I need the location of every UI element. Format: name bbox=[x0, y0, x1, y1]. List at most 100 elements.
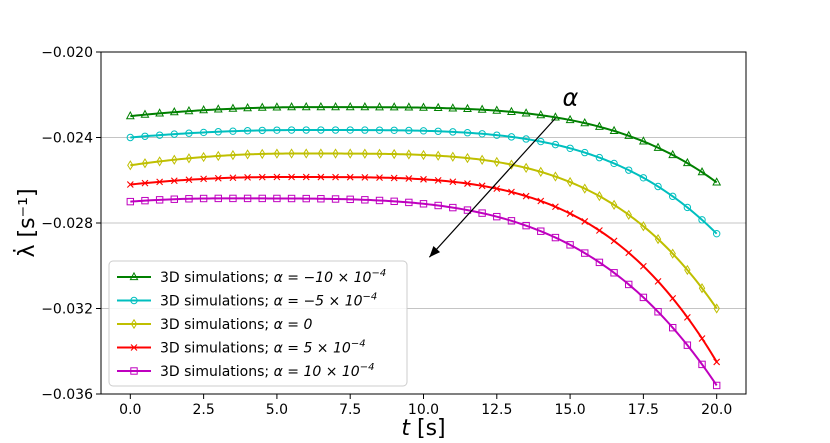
data-point bbox=[130, 344, 138, 351]
data-point bbox=[169, 107, 179, 116]
data-point bbox=[390, 197, 398, 206]
data-point bbox=[566, 241, 574, 249]
x-tick-label: 12.5 bbox=[481, 402, 512, 418]
legend-box bbox=[108, 260, 408, 387]
data-point bbox=[697, 167, 707, 176]
data-point bbox=[345, 102, 355, 111]
data-point bbox=[273, 126, 281, 134]
data-point bbox=[669, 248, 676, 259]
data-point bbox=[478, 182, 486, 190]
x-tick-label: 5.0 bbox=[266, 402, 288, 418]
data-point bbox=[347, 148, 354, 159]
data-point bbox=[493, 212, 501, 221]
data-point bbox=[389, 102, 399, 111]
data-point bbox=[303, 148, 310, 159]
data-point bbox=[493, 185, 501, 192]
data-point bbox=[610, 159, 618, 168]
data-point bbox=[684, 264, 691, 276]
data-point bbox=[317, 126, 325, 134]
series-line bbox=[130, 197, 718, 387]
data-point bbox=[508, 188, 515, 196]
data-point bbox=[214, 194, 222, 203]
x-axis-ticks: 0.0 2.5 5.0 7.5 10.0 12.5 15.0 17.5 20.0 bbox=[119, 394, 732, 418]
data-point bbox=[683, 203, 692, 212]
data-point bbox=[581, 148, 589, 157]
data-point bbox=[346, 126, 354, 134]
data-point bbox=[171, 154, 178, 165]
x-tick-label: 20.0 bbox=[701, 402, 732, 418]
data-point bbox=[581, 249, 589, 257]
data-point bbox=[405, 149, 413, 160]
data-point bbox=[713, 303, 720, 314]
data-point bbox=[130, 318, 138, 330]
data-point bbox=[405, 126, 413, 135]
data-point bbox=[492, 105, 502, 114]
legend-label: 3D simulations; α = 10 × 10−4 bbox=[160, 362, 374, 380]
data-point bbox=[537, 166, 544, 177]
y-tick-label: −0.020 bbox=[41, 45, 93, 61]
data-point bbox=[420, 175, 427, 183]
data-point bbox=[507, 106, 516, 115]
data-point bbox=[698, 360, 706, 369]
data-point bbox=[155, 131, 164, 139]
data-point bbox=[272, 102, 282, 111]
data-point bbox=[243, 194, 252, 203]
data-point bbox=[566, 144, 574, 152]
data-point bbox=[449, 203, 457, 212]
data-point bbox=[361, 173, 369, 181]
annotation-label: α bbox=[563, 83, 579, 111]
data-point bbox=[478, 209, 486, 217]
data-point bbox=[405, 198, 413, 207]
data-point bbox=[129, 271, 139, 281]
data-point bbox=[141, 196, 149, 205]
data-point bbox=[156, 178, 164, 186]
data-point bbox=[594, 121, 604, 130]
data-point bbox=[361, 148, 369, 159]
data-point bbox=[258, 194, 266, 203]
data-point bbox=[127, 160, 134, 171]
data-point bbox=[229, 174, 237, 182]
data-point bbox=[229, 149, 237, 161]
data-point bbox=[229, 194, 237, 203]
data-point bbox=[200, 151, 207, 163]
data-point bbox=[449, 151, 457, 162]
data-point bbox=[507, 133, 516, 141]
data-point bbox=[449, 178, 457, 186]
data-point bbox=[361, 196, 369, 204]
data-point bbox=[302, 194, 310, 203]
data-point bbox=[493, 156, 500, 168]
legend-label: 3D simulations; α = −10 × 10−4 bbox=[160, 268, 386, 286]
data-point bbox=[390, 148, 398, 160]
data-point bbox=[698, 216, 706, 224]
data-point bbox=[448, 103, 458, 112]
x-axis-label: t [s] bbox=[401, 416, 445, 441]
legend-label: 3D simulations; α = 5 × 10−4 bbox=[160, 339, 366, 357]
data-point bbox=[155, 108, 165, 117]
data-point bbox=[375, 102, 384, 111]
data-point bbox=[419, 127, 428, 135]
legend-entry: 3D simulations; α = 10 × 10−4 bbox=[117, 362, 374, 380]
data-point bbox=[566, 176, 574, 188]
data-point bbox=[419, 200, 428, 208]
data-point bbox=[346, 173, 354, 181]
data-point bbox=[273, 194, 281, 203]
series-line bbox=[130, 152, 718, 310]
data-point bbox=[596, 190, 603, 202]
data-point bbox=[155, 196, 164, 204]
series-line bbox=[130, 106, 718, 184]
data-point bbox=[288, 148, 295, 159]
data-point bbox=[625, 209, 632, 220]
data-point bbox=[507, 217, 516, 225]
data-point bbox=[228, 103, 238, 112]
data-point bbox=[683, 313, 691, 321]
data-point bbox=[478, 130, 486, 138]
x-tick-label: 17.5 bbox=[628, 402, 659, 418]
data-point bbox=[536, 110, 546, 119]
data-point bbox=[698, 283, 706, 294]
data-point bbox=[698, 335, 706, 342]
data-point bbox=[625, 249, 633, 257]
data-point bbox=[654, 182, 662, 191]
data-point bbox=[125, 110, 135, 120]
data-point bbox=[640, 221, 647, 232]
data-point bbox=[477, 104, 487, 113]
